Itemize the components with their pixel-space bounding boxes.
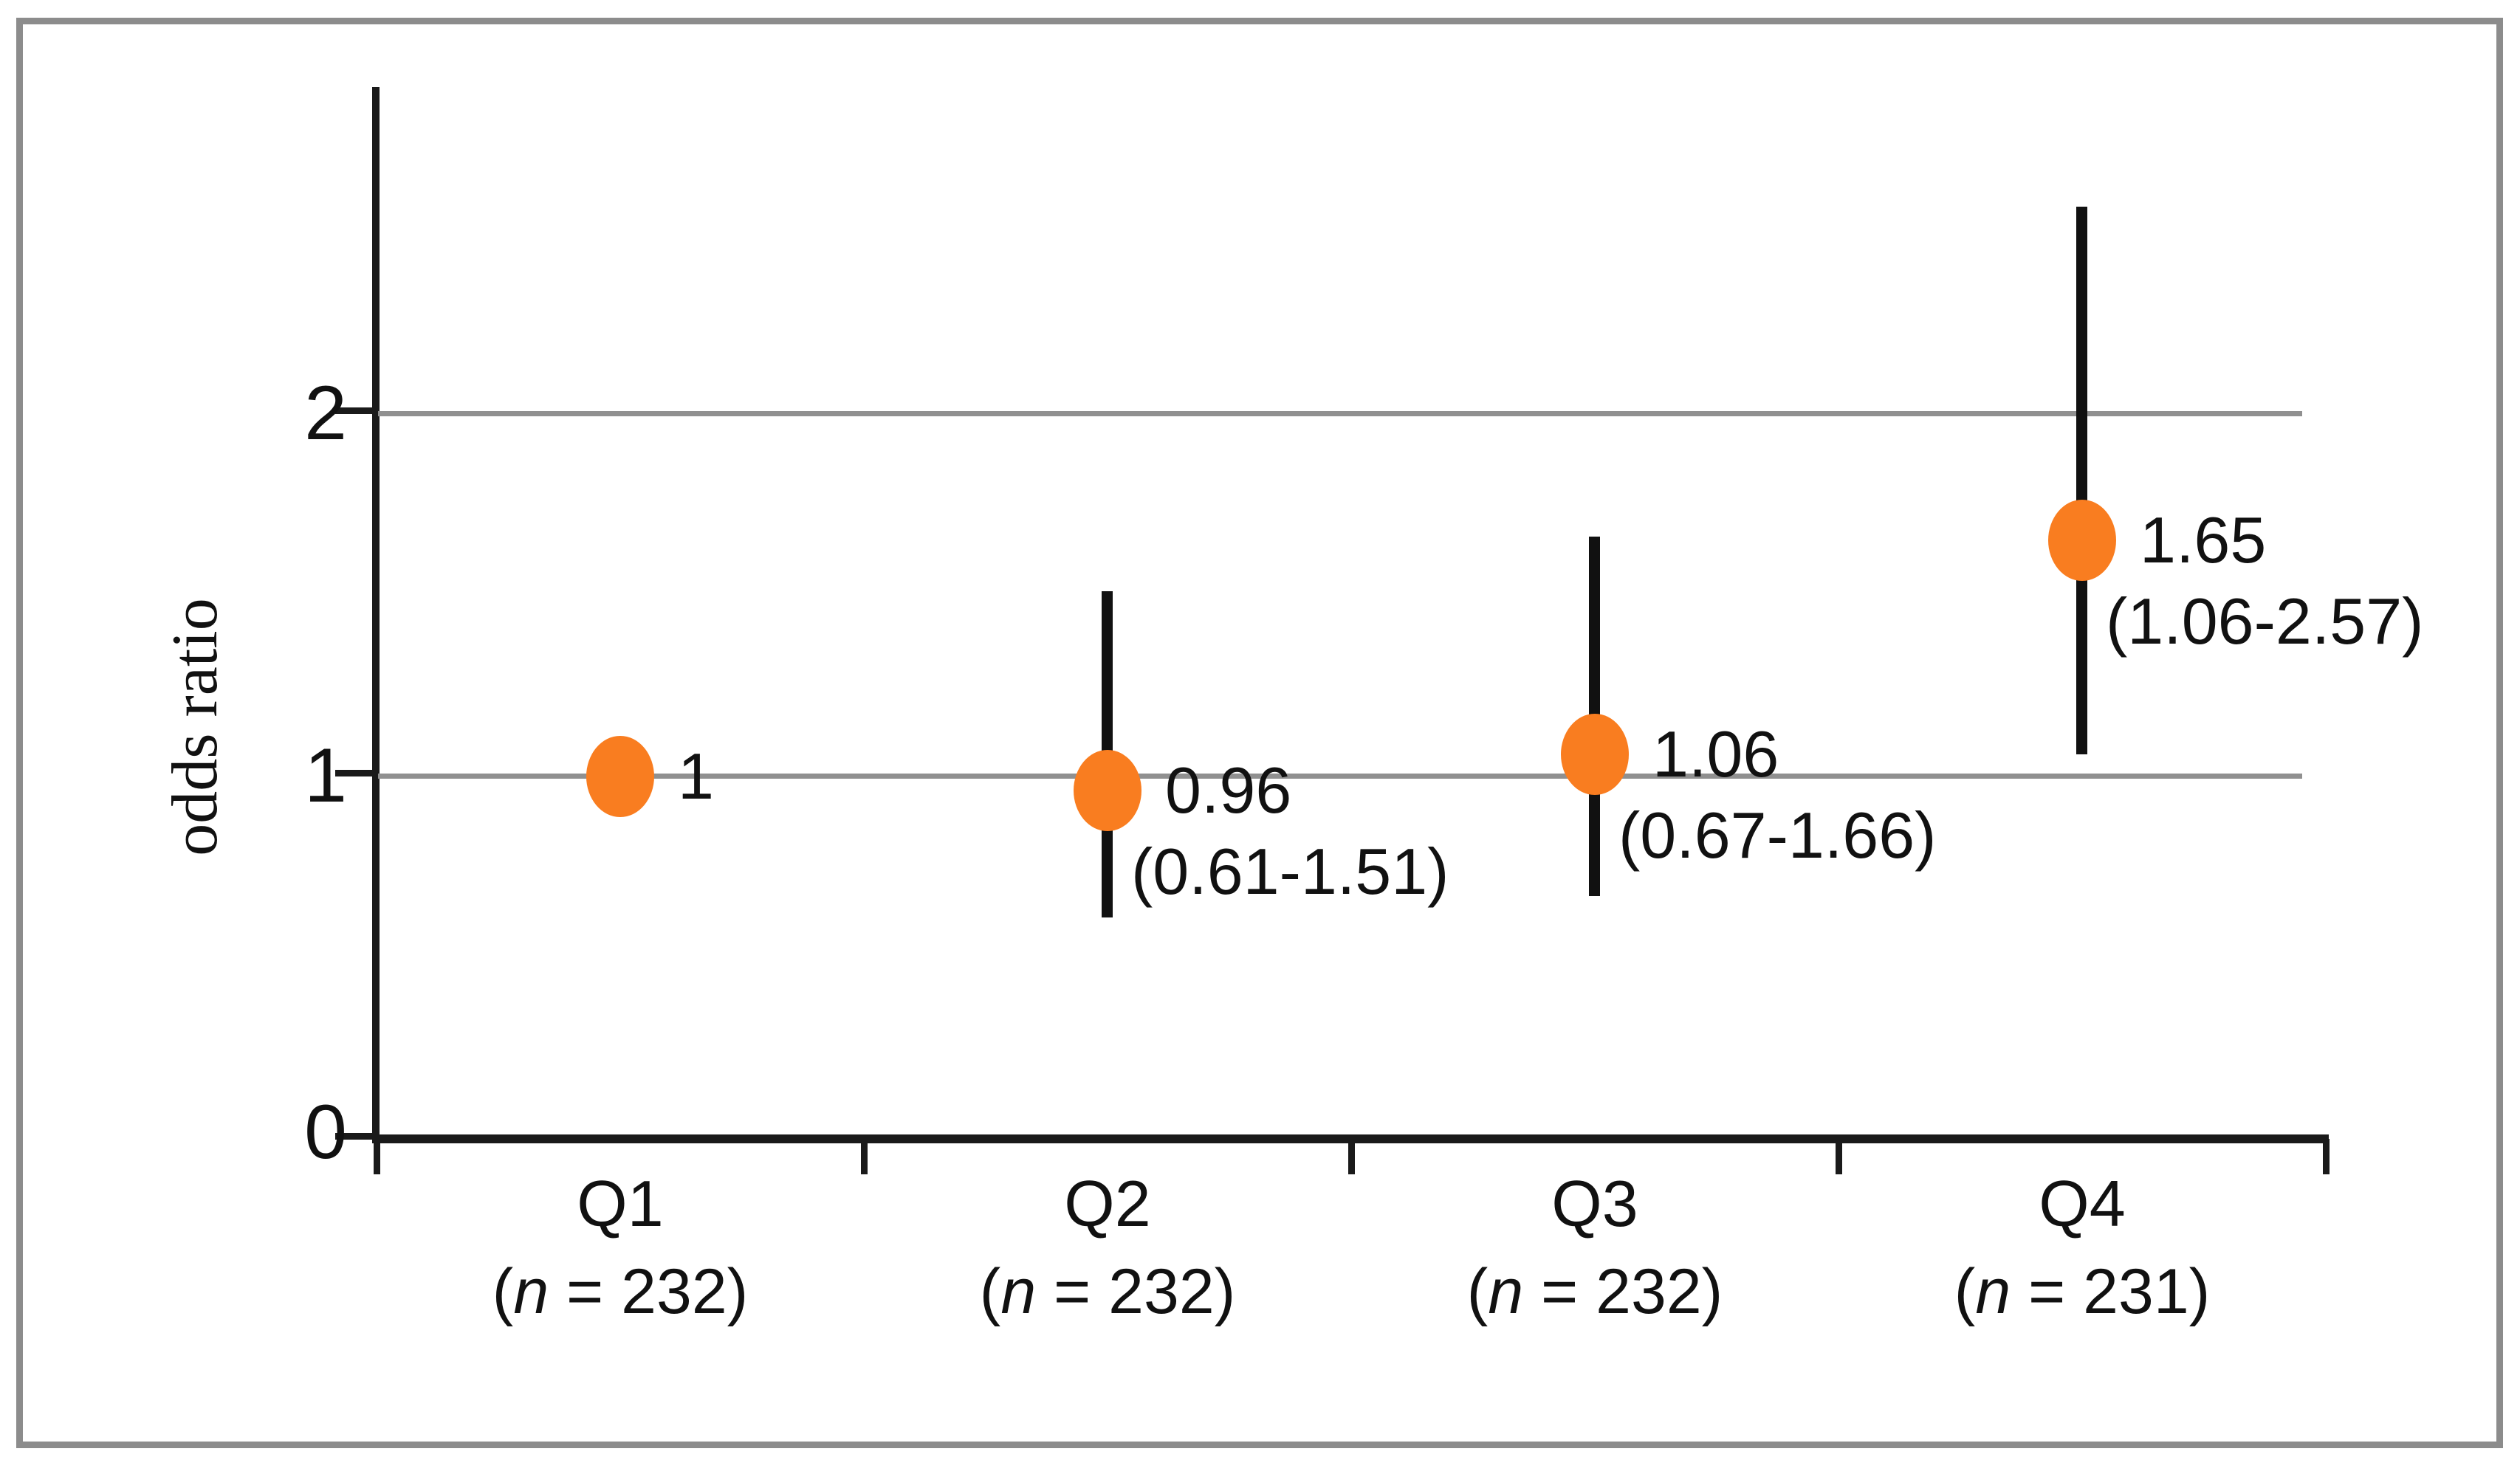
ci-label-Q2: (0.61-1.51) [1131,835,1449,908]
error-bar-Q4 [2076,207,2087,754]
y-tick-mark-0 [335,1133,377,1140]
n-label-value: 232 [1108,1256,1215,1327]
ci-label-Q3: (0.67-1.66) [1618,799,1937,872]
n-label-close: ) [1214,1256,1236,1327]
n-label-Q2: (n = 232) [923,1258,1292,1326]
y-tick-label-1: 1 [304,733,347,819]
or-value-label-Q3: 1.06 [1652,717,1779,791]
n-label-open: ( [979,1256,1001,1327]
n-label-open: ( [1466,1256,1489,1327]
marker-Q1 [586,736,654,817]
x-tick-mark-4 [2323,1139,2330,1174]
n-label-open: ( [492,1256,514,1327]
y-tick-label-0: 0 [304,1089,347,1175]
n-label-close: ) [1701,1256,1723,1327]
n-label-equals: = [1036,1256,1109,1327]
n-label-symbol: n [1975,1256,2011,1327]
x-tick-mark-1 [861,1139,868,1174]
n-label-open: ( [1954,1256,1976,1327]
y-axis-line [372,87,380,1143]
figure-border [16,18,2503,1448]
x-tick-mark-0 [374,1139,380,1174]
category-label-Q2: Q2 [1064,1167,1151,1240]
category-label-Q4: Q4 [2039,1167,2126,1240]
n-label-symbol: n [1488,1256,1524,1327]
marker-Q4 [2048,500,2116,581]
y-tick-mark-1 [335,770,377,776]
or-value-label-Q4: 1.65 [2140,503,2267,576]
or-value-label-Q2: 0.96 [1165,754,1292,827]
gridline-y2 [378,411,2302,416]
x-tick-mark-2 [1348,1139,1355,1174]
n-label-Q3: (n = 232) [1410,1258,1779,1326]
gridline-y1 [378,774,2302,779]
n-label-symbol: n [1000,1256,1037,1327]
n-label-close: ) [727,1256,749,1327]
y-tick-label-2: 2 [304,371,347,456]
n-label-equals: = [2011,1256,2084,1327]
category-label-Q1: Q1 [577,1167,664,1240]
n-label-symbol: n [513,1256,549,1327]
marker-Q3 [1561,714,1629,795]
n-label-Q1: (n = 232) [436,1258,805,1326]
x-tick-mark-3 [1836,1139,1842,1174]
n-label-close: ) [2188,1256,2211,1327]
n-label-equals: = [1523,1256,1596,1327]
n-label-value: 232 [1596,1256,1702,1327]
or-value-label-Q1: 1 [678,740,714,813]
n-label-equals: = [549,1256,622,1327]
y-tick-mark-2 [335,407,377,414]
n-label-value: 232 [621,1256,727,1327]
n-label-Q4: (n = 231) [1898,1258,2267,1326]
n-label-value: 231 [2083,1256,2189,1327]
ci-label-Q4: (1.06-2.57) [2106,585,2424,658]
marker-Q2 [1074,750,1141,831]
category-label-Q3: Q3 [1551,1167,1638,1240]
